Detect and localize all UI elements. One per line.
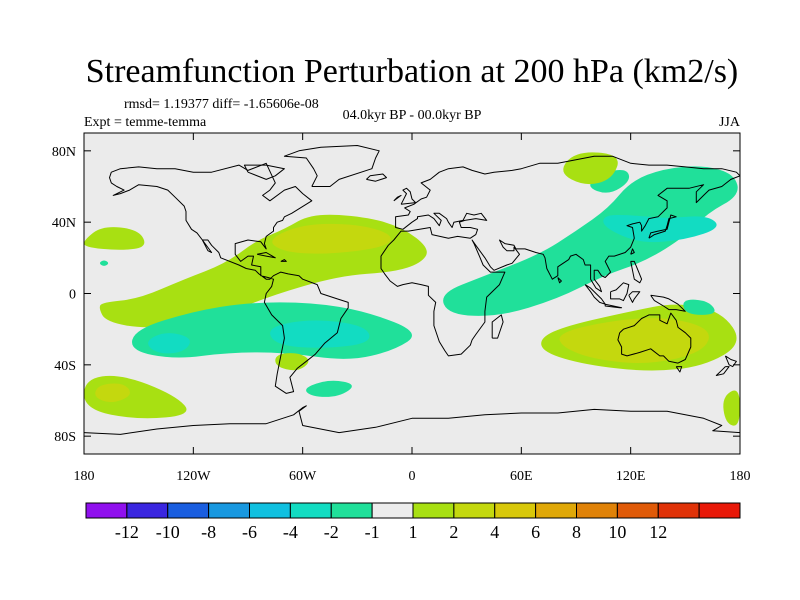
colorbar-swatch <box>126 502 169 519</box>
colorbar-label: 12 <box>649 522 667 542</box>
chart-title: Streamfunction Perturbation at 200 hPa (… <box>86 53 739 90</box>
colorbar-swatch <box>698 502 741 519</box>
anomaly-region-central-pacific-negative <box>99 260 109 266</box>
map-panel: 180 120W 60W 0 60E 120E 180 80N 40N 0 40S 80S <box>52 132 751 484</box>
coastline <box>393 194 402 202</box>
colorbar-swatch <box>330 502 373 519</box>
anomaly-region-north-pacific-positive <box>84 227 145 250</box>
anomaly-region-southeast-pacific-positive <box>723 390 740 426</box>
coastlines <box>84 145 740 435</box>
colorbar-swatch <box>535 502 577 519</box>
coastline <box>675 366 683 373</box>
anomaly-region-subtropical-atlantic-core <box>272 223 391 254</box>
coastline <box>715 366 730 376</box>
coastline <box>557 277 562 284</box>
x-axis: 180 120W 60W 0 60E 120E 180 <box>74 133 751 484</box>
colorbar-label: -6 <box>242 522 257 542</box>
experiment-label: Expt = temme-temma <box>84 115 207 130</box>
colorbar-swatch <box>494 502 537 519</box>
colorbar-swatch <box>167 502 210 519</box>
coastline <box>491 314 504 339</box>
colorbar-swatch <box>412 502 455 519</box>
x-tick-label: 60W <box>289 469 317 484</box>
colorbar-swatch <box>289 502 332 519</box>
colorbar-label: -2 <box>324 522 339 542</box>
colorbar-swatch <box>249 502 291 519</box>
anomaly-region-siberia-positive <box>563 152 618 185</box>
colorbar-label: 1 <box>409 522 418 542</box>
colorbar-label: -10 <box>156 522 180 542</box>
coastline <box>628 291 641 303</box>
colorbar-label: -12 <box>115 522 139 542</box>
colorbar-swatch <box>85 502 128 519</box>
y-axis: 80N 40N 0 40S 80S <box>52 145 740 445</box>
colorbar-label: 8 <box>572 522 581 542</box>
colorbar-label: 10 <box>608 522 626 542</box>
colorbar-label: -8 <box>201 522 216 542</box>
coastline <box>366 173 387 182</box>
anomaly-fills <box>84 152 740 426</box>
anomaly-region-south-pacific-negative-core-west <box>148 333 190 354</box>
coastline <box>630 248 635 255</box>
colorbar-label: 4 <box>490 522 499 542</box>
stats-label: rmsd= 1.19377 diff= -1.65606e-08 <box>124 97 319 112</box>
coastline <box>604 303 623 309</box>
season-label: JJA <box>719 115 741 130</box>
coastline <box>610 282 630 302</box>
anomaly-region-asia-pacific-negative-core <box>603 215 717 243</box>
anomaly-region-southern-atlantic-negative <box>306 380 352 397</box>
coastline <box>617 312 692 364</box>
x-tick-label: 60E <box>510 469 533 484</box>
y-tick-label: 40S <box>54 359 76 374</box>
colorbar-swatch <box>657 502 700 519</box>
colorbar-label: -1 <box>365 522 380 542</box>
coastline <box>400 187 417 205</box>
coastline <box>648 214 677 239</box>
anomaly-region-pacific-negative-fill <box>683 299 715 315</box>
x-tick-label: 0 <box>409 469 416 484</box>
colorbar-swatch <box>616 502 659 519</box>
coastline <box>109 162 349 394</box>
colorbar-label: 6 <box>531 522 540 542</box>
coastline <box>380 155 740 357</box>
x-tick-label: 120W <box>176 469 211 484</box>
coastline <box>84 405 740 435</box>
colorbar-swatch <box>576 502 618 519</box>
x-tick-label: 180 <box>730 469 751 484</box>
anomaly-region-australia-core <box>559 318 709 363</box>
colorbar-swatch <box>208 502 250 519</box>
x-tick-label: 180 <box>74 469 95 484</box>
period-label: 04.0kyr BP - 00.0kyr BP <box>343 108 482 123</box>
y-tick-label: 80N <box>52 145 76 160</box>
coastline <box>280 259 287 262</box>
colorbar-swatch <box>453 502 496 519</box>
coastline <box>243 164 285 180</box>
anomaly-region-south-atlantic-negative-core <box>270 320 370 348</box>
x-tick-label: 120E <box>616 469 646 484</box>
coastline <box>650 294 686 312</box>
coastline <box>283 145 380 187</box>
anomaly-region-south-pacific-high-lat-core <box>95 383 130 403</box>
y-tick-label: 80S <box>54 430 76 445</box>
colorbar-swatch <box>371 502 414 519</box>
colorbar-label: 2 <box>449 522 458 542</box>
coastline <box>630 260 643 284</box>
colorbar-label: -4 <box>283 522 298 542</box>
y-tick-label: 40N <box>52 216 76 231</box>
anomaly-region-asia-pacific-negative <box>443 166 738 316</box>
coastline <box>257 252 276 259</box>
y-tick-label: 0 <box>69 288 76 303</box>
colorbar: -12 -10 -8 -6 -4 -2 -1 1 2 4 6 8 10 12 <box>85 502 741 542</box>
coastline <box>724 355 737 368</box>
